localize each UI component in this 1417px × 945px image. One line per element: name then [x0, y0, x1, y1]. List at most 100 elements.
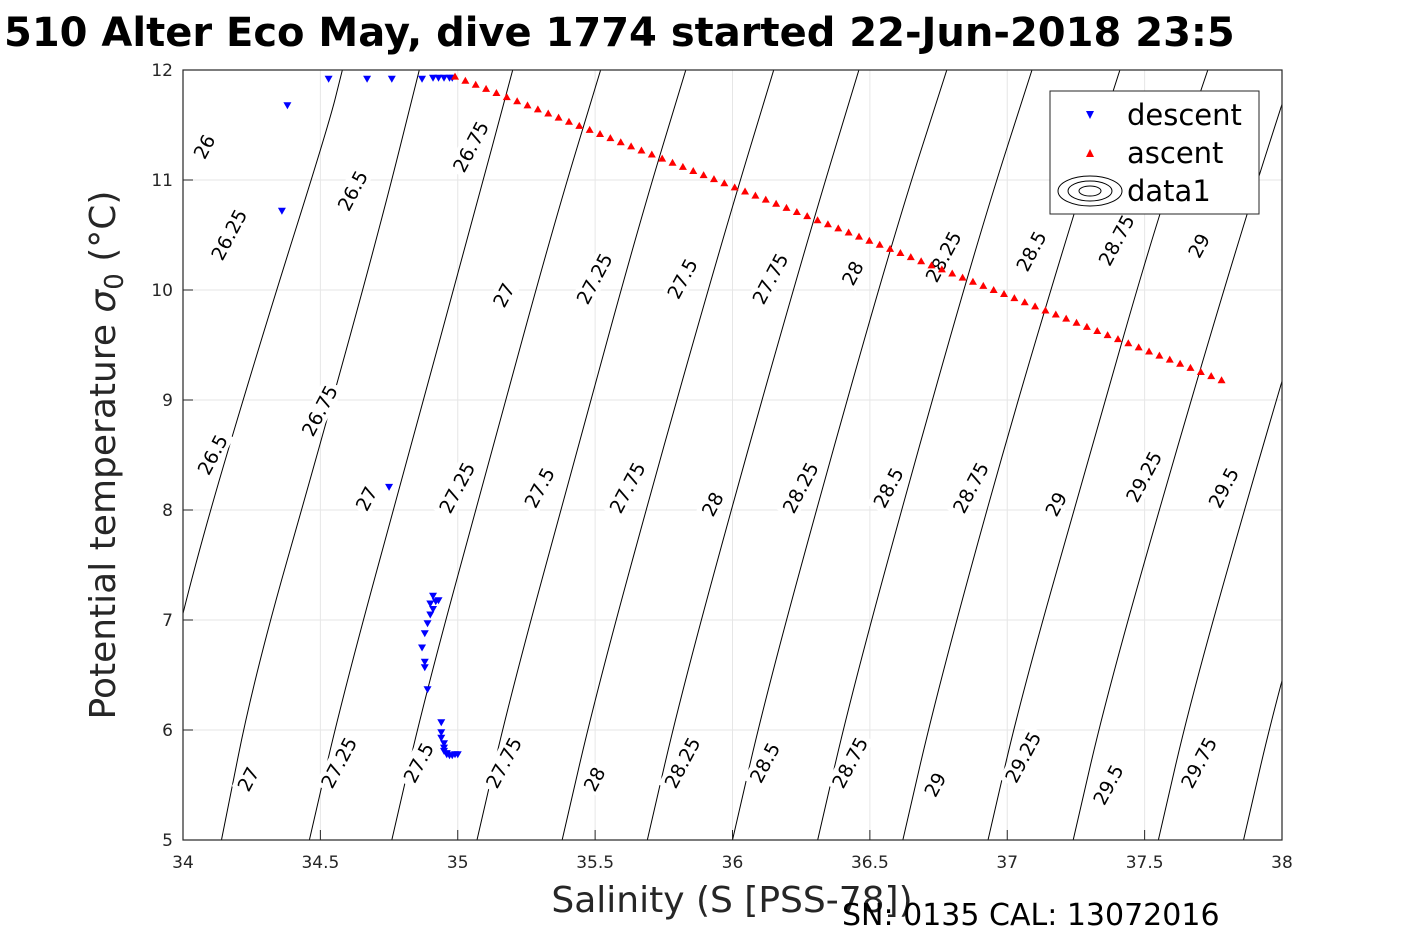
ascent-point	[1010, 294, 1019, 302]
ascent-point	[461, 76, 470, 84]
x-axis: 34 34.5 35 35.5 36 36.5 37 37.5 38	[172, 830, 1293, 873]
ascent-point	[492, 89, 501, 97]
density-contours	[183, 70, 1282, 840]
descent-point	[437, 719, 446, 727]
ascent-point	[1051, 310, 1060, 318]
ascent-point	[927, 261, 936, 269]
isopycnal-line	[183, 70, 343, 616]
ascent-point	[772, 199, 781, 207]
descent-point	[437, 734, 446, 742]
ascent-point	[968, 277, 977, 285]
contour-label-bg	[660, 251, 704, 306]
x-tick-label: 38	[1271, 853, 1293, 873]
contour-label-bg	[577, 761, 611, 797]
descent-point	[420, 630, 429, 638]
chart-title: 510 Alter Eco May, dive 1774 started 22-…	[4, 10, 1235, 56]
legend-ascent-label: ascent	[1127, 136, 1223, 170]
ascent-point	[1186, 363, 1195, 371]
x-tick-label: 35.5	[576, 853, 614, 873]
ascent-point	[1145, 347, 1154, 355]
ascent-point	[596, 130, 605, 138]
descent-point	[434, 74, 443, 82]
y-tick-label: 8	[162, 501, 173, 521]
descent-point	[385, 483, 394, 491]
ascent-point	[513, 97, 522, 105]
descent-point	[418, 644, 427, 652]
contour-label-bg	[776, 455, 825, 520]
descent-point	[426, 600, 435, 608]
ascent-point	[886, 244, 895, 252]
y-tick-label: 11	[151, 171, 173, 191]
ascent-point	[575, 121, 584, 129]
ascent-point	[647, 150, 656, 158]
descent-point	[423, 620, 432, 628]
contour-label-bg	[836, 255, 869, 291]
y-axis-label: Potential temperature σ0 (°C)	[83, 191, 130, 720]
ascent-point	[834, 224, 843, 232]
contour-label-bg	[432, 455, 481, 520]
contour-label-bg	[866, 460, 910, 515]
ascent-point	[564, 117, 573, 125]
isopycnal-line	[1157, 379, 1282, 840]
ascent-point	[844, 228, 853, 236]
legend: descent ascent data1	[1049, 90, 1260, 215]
ascent-point	[730, 183, 739, 191]
contour-label-bg	[349, 481, 383, 517]
y-tick-label: 5	[162, 831, 173, 851]
x-tick-label: 34.5	[301, 853, 339, 873]
ascent-point	[482, 84, 491, 92]
contour-label-bg	[1092, 207, 1141, 273]
y-tick-label: 7	[162, 611, 173, 631]
ascent-point	[979, 281, 988, 289]
contour-label-bg	[190, 427, 234, 482]
legend-descent-marker	[1086, 111, 1094, 119]
ascent-point	[792, 207, 801, 215]
ascent-point	[1020, 298, 1029, 306]
y-axis: 5 6 7 8 9 10 11 12	[151, 61, 193, 851]
y-tick-label: 12	[151, 61, 173, 81]
isopycnal-line	[391, 70, 602, 840]
descent-point	[453, 751, 462, 759]
ascent-point	[606, 134, 615, 142]
y-tick-label: 10	[151, 281, 173, 301]
descent-point	[420, 664, 429, 672]
ascent-point	[1031, 302, 1040, 310]
contour-label-bg	[696, 486, 729, 522]
descent-point	[429, 606, 438, 613]
contour-icon	[1057, 175, 1123, 207]
ascent-point	[896, 249, 905, 257]
ascent-point	[533, 105, 542, 113]
x-tick-label: 35	[447, 853, 469, 873]
ascent-point	[451, 72, 460, 80]
ascent-point	[958, 273, 967, 281]
isopycnal-line	[817, 70, 1033, 840]
contour-label-bg	[1086, 757, 1130, 812]
isopycnal-line	[732, 70, 948, 840]
ascent-point	[875, 240, 884, 248]
ascent-point	[1165, 355, 1174, 363]
x-tick-label: 34	[172, 853, 194, 873]
ascent-point	[1103, 331, 1112, 339]
ascent-point	[1113, 335, 1122, 343]
contour-label-bg	[446, 114, 495, 179]
contour-label-bg	[1201, 460, 1245, 515]
isopycnal-line	[561, 70, 775, 840]
ascent-point	[917, 257, 926, 265]
legend-data1-label: data1	[1127, 174, 1211, 208]
contour-label-bg	[1039, 486, 1073, 522]
contour-label-bg	[658, 730, 707, 795]
ascent-point	[854, 232, 863, 240]
ascent-point	[741, 187, 750, 195]
contour-label-bg	[603, 455, 652, 520]
contour-label-bg	[314, 730, 363, 795]
ascent-point	[544, 109, 553, 117]
contour-label-bg	[918, 767, 952, 803]
ascent-point	[668, 158, 677, 166]
descent-point	[387, 75, 396, 83]
ascent-point	[1134, 343, 1143, 351]
isopycnal-line	[646, 70, 860, 840]
y-tick-label: 6	[162, 721, 173, 741]
x-tick-label: 37.5	[1126, 853, 1164, 873]
descent-point	[363, 75, 372, 83]
